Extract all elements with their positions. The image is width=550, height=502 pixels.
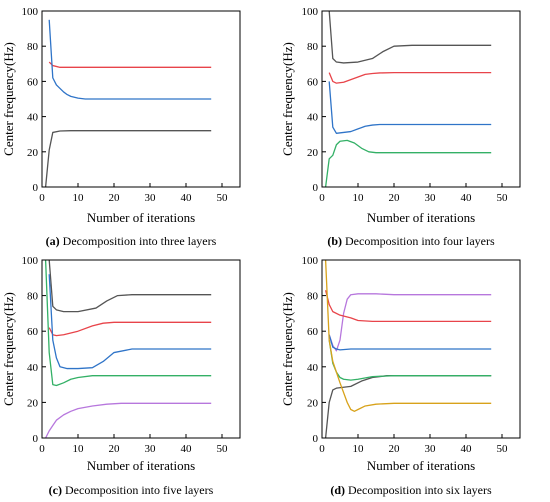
series-line-b-1 [328,11,492,64]
plot-frame-d [321,259,521,439]
series-line-d-3 [328,334,492,351]
y-tick-label-a: 100 [22,6,39,18]
series-line-c-2 [48,321,212,337]
y-axis-label-d: Center frequency(Hz) [280,292,295,406]
series-line-c-5 [45,402,212,438]
caption-label-a: (a) [46,234,60,248]
x-axis-label-a: Number of iterations [87,210,195,225]
y-tick-label-b: 80 [307,41,319,53]
x-tick-label-b: 20 [389,192,401,204]
series-line-b-2 [328,71,492,84]
y-tick-label-c: 100 [22,255,39,267]
series-line-d-2 [324,290,492,323]
series-line-d-6 [324,260,492,412]
plot-frame-b [321,10,521,188]
x-tick-label-b: 30 [425,192,437,204]
y-tick-label-a: 0 [33,182,39,194]
x-axis-label-c: Number of iterations [87,458,195,473]
x-tick-label-c: 10 [73,443,85,455]
x-tick-label-a: 30 [145,192,157,204]
x-tick-label-a: 50 [217,192,229,204]
y-tick-label-c: 20 [27,397,39,409]
y-tick-label-a: 80 [27,41,39,53]
caption-c: (c) Decomposition into five layers [49,483,214,497]
panel-b: 0 10 20 30 40 50 0 20 40 60 80 100 Number of iterati… [280,6,521,248]
y-tick-label-b: 0 [313,182,319,194]
y-tick-label-b: 60 [307,76,319,88]
caption-text-a: Decomposition into three layers [60,234,217,248]
plot-frame-c [41,259,241,439]
y-tick-label-b: 20 [307,147,319,159]
x-tick-label-d: 40 [461,443,473,455]
caption-label-d: (d) [330,483,345,497]
y-axis-label-a: Center frequency(Hz) [1,42,16,156]
series-line-b-4 [324,139,492,187]
caption-text-c: Decomposition into five layers [62,483,214,497]
y-tick-label-d: 80 [307,291,319,303]
x-tick-label-a: 10 [73,192,85,204]
series-line-a-1 [48,61,212,68]
caption-a: (a) Decomposition into three layers [46,234,217,248]
caption-label-b: (b) [327,234,342,248]
x-tick-label-b: 0 [319,192,325,204]
x-tick-label-b: 50 [497,192,509,204]
caption-text-d: Decomposition into six layers [345,483,492,497]
y-axis-label-c: Center frequency(Hz) [1,292,16,406]
x-tick-label-d: 0 [319,443,325,455]
x-tick-label-b: 40 [461,192,473,204]
caption-b: (b) Decomposition into four layers [327,234,495,248]
panel-d: 0 10 20 30 40 50 0 20 40 60 80 100 Number of iterati… [280,255,521,497]
y-tick-label-d: 0 [313,433,319,445]
caption-label-c: (c) [49,483,62,497]
y-tick-label-a: 20 [27,147,39,159]
y-tick-label-c: 40 [27,362,39,374]
x-tick-label-c: 20 [109,443,121,455]
y-tick-label-c: 60 [27,326,39,338]
x-tick-label-d: 50 [497,443,509,455]
y-tick-label-c: 80 [27,291,39,303]
x-axis-label-b: Number of iterations [367,210,475,225]
x-tick-label-c: 0 [39,443,45,455]
y-tick-label-d: 20 [307,397,319,409]
panel-c: 0 10 20 30 40 50 0 20 40 60 80 100 Number of iterati… [1,255,241,497]
x-tick-label-c: 30 [145,443,157,455]
series-line-c-4 [44,260,212,387]
series-line-d-5 [328,340,492,381]
y-axis-label-b: Center frequency(Hz) [280,42,295,156]
x-tick-label-c: 40 [181,443,193,455]
y-tick-label-d: 60 [307,326,319,338]
series-line-a-2 [48,19,212,100]
series-line-a-3 [44,130,212,187]
panel-a: 0 10 20 30 40 50 0 20 40 60 80 100 Number of iterati… [1,6,241,248]
series-line-c-1 [48,260,212,313]
y-tick-label-a: 40 [27,112,39,124]
x-axis-label-d: Number of iterations [367,458,475,473]
y-tick-label-a: 60 [27,76,39,88]
y-tick-label-d: 100 [302,255,319,267]
x-tick-label-d: 20 [389,443,401,455]
series-line-b-3 [328,81,492,134]
y-tick-label-b: 40 [307,112,319,124]
x-tick-label-d: 10 [353,443,365,455]
x-tick-label-b: 10 [353,192,365,204]
y-tick-label-b: 100 [302,6,319,18]
plot-frame-a [41,10,241,188]
caption-text-b: Decomposition into four layers [342,234,495,248]
x-tick-label-a: 40 [181,192,193,204]
x-tick-label-d: 30 [425,443,437,455]
x-tick-label-a: 0 [39,192,45,204]
y-tick-label-c: 0 [33,433,39,445]
caption-d: (d) Decomposition into six layers [330,483,492,497]
series-line-d-4 [324,375,492,438]
series-line-c-3 [48,274,212,370]
series-line-d-1 [328,293,492,352]
x-tick-label-a: 20 [109,192,121,204]
x-tick-label-c: 50 [217,443,229,455]
y-tick-label-d: 40 [307,362,319,374]
